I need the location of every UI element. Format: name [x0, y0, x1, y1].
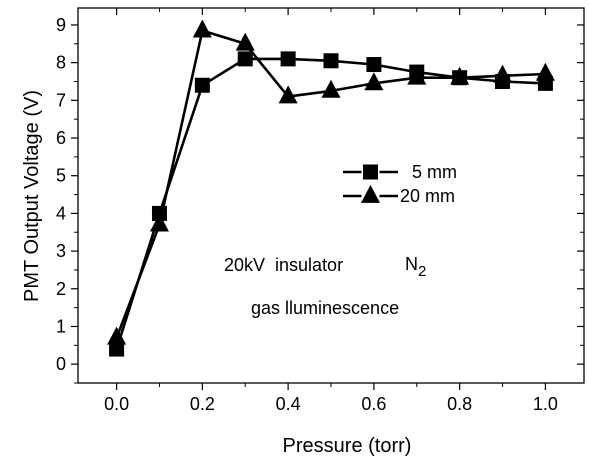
annotation: 20kV insulator N2 gas lluminescence — [224, 254, 426, 318]
y-axis-title: PMT Output Voltage (V) — [21, 90, 43, 302]
y-tick-label: 6 — [56, 128, 66, 148]
data-point-5mm — [237, 51, 253, 67]
legend-swatch-20mm — [343, 184, 398, 203]
data-point-20mm — [450, 66, 470, 85]
legend-marker — [361, 184, 380, 203]
data-point-20mm — [192, 19, 212, 38]
data-point-20mm — [321, 79, 341, 98]
data-point-20mm — [407, 66, 427, 85]
data-point-5mm — [323, 53, 339, 69]
series-20mm — [107, 19, 555, 345]
y-tick-label: 1 — [56, 316, 66, 336]
x-axis-title: Pressure (torr) — [283, 435, 412, 457]
legend-entry-20mm: 20 mm — [343, 184, 455, 206]
y-tick-label: 4 — [56, 203, 66, 223]
legend: 5 mm 20 mm — [343, 162, 457, 206]
annotation-gas: N2 — [405, 254, 426, 280]
y-tick-label: 0 — [56, 354, 66, 374]
data-point-20mm — [364, 72, 384, 91]
annotation-line-2: gas lluminescence — [251, 298, 399, 318]
series-group — [107, 19, 555, 357]
x-tick-label: 0.4 — [276, 394, 301, 414]
x-tick-label: 0.2 — [190, 394, 215, 414]
x-tick-label: 0.6 — [361, 394, 386, 414]
data-point-20mm — [235, 32, 255, 51]
data-point-20mm — [107, 326, 127, 345]
x-tick-label: 0.0 — [104, 394, 129, 414]
x-tick-label: 1.0 — [533, 394, 558, 414]
data-point-5mm — [366, 57, 382, 73]
series-line-20mm — [115, 29, 546, 339]
legend-label-5mm: 5 mm — [412, 162, 457, 182]
annotation-line-1: 20kV insulator — [224, 255, 343, 275]
y-tick-label: 7 — [56, 90, 66, 110]
legend-entry-5mm: 5 mm — [343, 162, 457, 182]
data-point-5mm — [109, 341, 125, 357]
data-point-5mm — [280, 51, 296, 67]
y-tick-label: 9 — [56, 15, 66, 35]
annotation-gas-subscript: 2 — [418, 263, 426, 280]
legend-label-20mm: 20 mm — [400, 186, 455, 206]
annotation-gas-symbol: N — [405, 254, 418, 274]
data-point-20mm — [278, 85, 298, 104]
data-point-5mm — [194, 77, 210, 93]
data-point-20mm — [535, 62, 555, 81]
data-point-20mm — [149, 213, 169, 232]
x-tick-label: 0.8 — [447, 394, 472, 414]
y-tick-label: 2 — [56, 279, 66, 299]
y-tick-label: 5 — [56, 166, 66, 186]
y-tick-label: 8 — [56, 53, 66, 73]
legend-swatch-5mm — [343, 164, 398, 180]
series-5mm — [109, 51, 553, 357]
axis-ticks: 0.0 0.2 0.4 0.6 0.8 1.0 0 1 2 3 4 5 6 7 8 9 — [56, 8, 584, 414]
data-point-20mm — [493, 64, 513, 83]
legend-marker — [363, 164, 378, 180]
y-tick-label: 3 — [56, 241, 66, 261]
